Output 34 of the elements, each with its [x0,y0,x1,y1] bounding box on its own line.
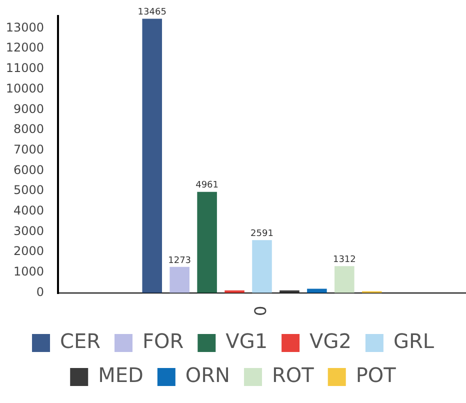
bar [307,288,327,293]
legend-label: POT [356,363,397,388]
bar [142,18,162,293]
data-label: 1273 [168,256,192,266]
y-tick-label: 0 [36,284,44,299]
bar [334,266,354,293]
y-tick-label: 6000 [13,162,44,177]
data-label: 2591 [250,228,274,239]
y-tick-label: 4000 [13,204,44,218]
y-tick-label: 1000 [13,264,44,279]
y-tick-label: 10000 [6,81,44,96]
legend-label: MED [98,363,144,388]
bar [197,192,217,293]
legend-label: GRL [393,329,435,354]
y-tick-label: 9000 [13,102,44,116]
legend-label: CER [60,329,101,354]
legend-label: ROT [272,363,315,388]
y-tick-label: 5000 [13,183,44,198]
legend-label: VG1 [226,329,268,354]
legend-label: VG2 [310,329,352,354]
y-tick-label: 11000 [6,61,44,76]
bar [170,266,190,293]
y-tick-label: 13000 [6,20,44,34]
legend-label: ORN [185,363,230,388]
data-label: 1312 [332,254,356,265]
data-label: 4961 [196,180,219,191]
y-tick-label: 3000 [13,224,44,238]
y-tick-label: 2000 [13,244,44,258]
bar [252,240,272,293]
data-label: 13465 [138,8,166,18]
y-tick-label: 12000 [6,40,44,55]
legend-label: FOR [142,329,184,354]
y-tick-label: 7000 [13,142,44,156]
y-tick-label: 8000 [13,122,44,136]
